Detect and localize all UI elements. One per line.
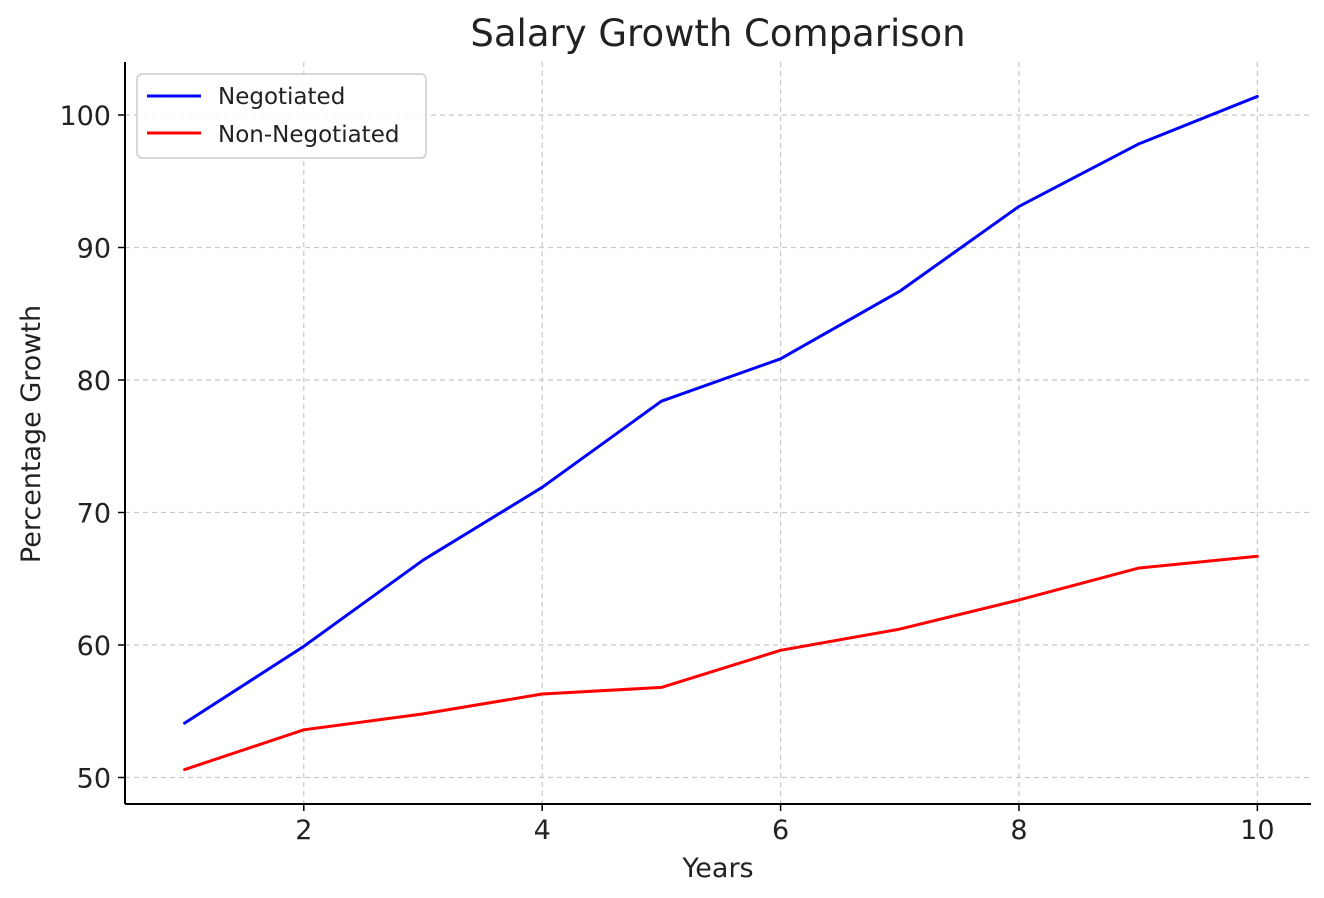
y-tick-label: 100	[59, 101, 111, 132]
y-axis-ticks: 50 60 70 80 90 100	[59, 101, 125, 795]
chart-title: Salary Growth Comparison	[470, 12, 965, 55]
y-axis-label: Percentage Growth	[16, 305, 47, 563]
x-tick-label: 10	[1240, 815, 1274, 846]
y-tick-label: 90	[77, 234, 111, 265]
series-line-non-negotiated	[183, 554, 1259, 772]
x-tick-label: 2	[295, 815, 312, 846]
x-axis-ticks: 2 4 6 8 10	[295, 804, 1275, 846]
x-tick-label: 8	[1010, 815, 1027, 846]
y-tick-label: 80	[77, 366, 111, 397]
y-tick-label: 70	[77, 499, 111, 530]
axes	[124, 62, 1311, 805]
legend-box	[136, 73, 427, 159]
legend-label-non-negotiated: Non-Negotiated	[218, 122, 399, 148]
x-tick-label: 4	[534, 815, 551, 846]
x-tick-label: 6	[772, 815, 789, 846]
series-lines	[183, 94, 1259, 772]
grid	[125, 62, 1311, 804]
x-axis-label: Years	[681, 853, 753, 884]
legend-label-negotiated: Negotiated	[218, 84, 345, 110]
y-tick-label: 60	[77, 631, 111, 662]
y-tick-label: 50	[77, 764, 111, 795]
series-line-negotiated	[183, 94, 1259, 725]
legend: Negotiated Non-Negotiated	[136, 73, 427, 159]
